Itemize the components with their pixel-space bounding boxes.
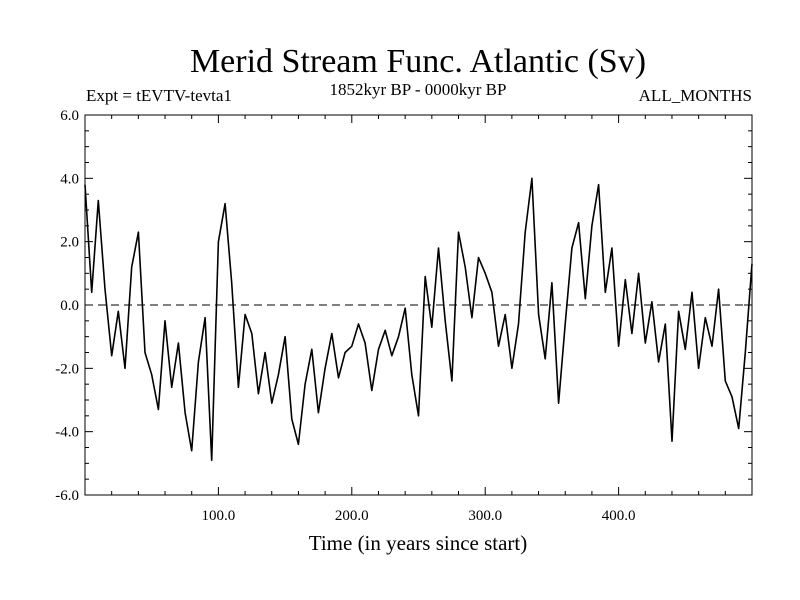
y-tick-label: 0.0 — [60, 298, 79, 314]
x-tick-label: 200.0 — [335, 508, 369, 524]
x-tick-label: 100.0 — [202, 508, 236, 524]
x-tick-label: 400.0 — [602, 508, 636, 524]
months-label: ALL_MONTHS — [639, 86, 752, 105]
y-tick-label: 2.0 — [60, 235, 79, 251]
series-line — [84, 177, 753, 461]
x-axis-label: Time (in years since start) — [309, 531, 528, 555]
y-tick-label: -2.0 — [55, 361, 79, 377]
y-tick-label: -4.0 — [55, 425, 79, 441]
x-tick-label: 300.0 — [468, 508, 502, 524]
y-tick-label: -6.0 — [55, 488, 79, 504]
experiment-label: Expt = tEVTV-tevta1 — [86, 86, 232, 105]
chart-title: Merid Stream Func. Atlantic (Sv) — [190, 43, 646, 80]
time-range-label: 1852kyr BP - 0000kyr BP — [330, 80, 507, 99]
y-tick-label: 4.0 — [60, 171, 79, 187]
y-tick-label: 6.0 — [60, 108, 79, 124]
